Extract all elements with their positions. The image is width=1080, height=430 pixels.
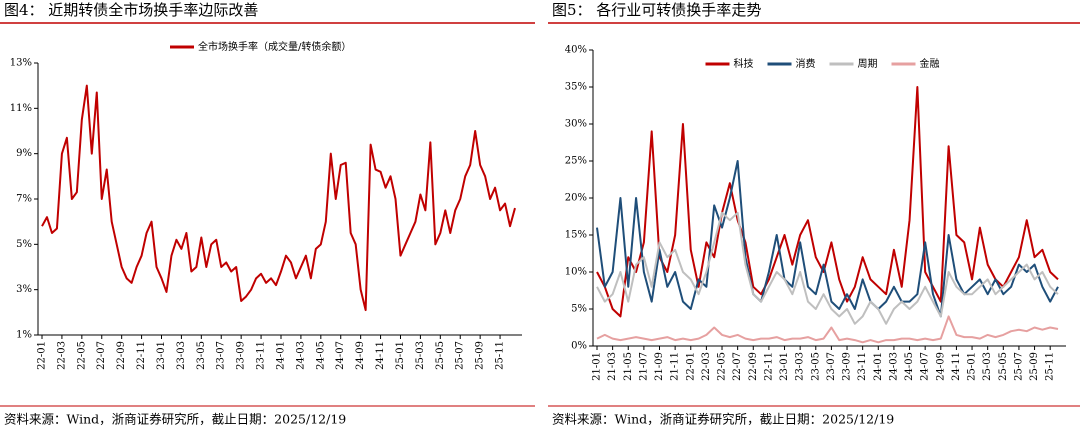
y-tick-label: 15% xyxy=(565,230,587,241)
x-tick-label: 25-09 xyxy=(475,341,486,370)
y-tick-label: 5% xyxy=(571,304,587,315)
x-tick-label: 24-05 xyxy=(315,341,326,370)
y-tick-label: 25% xyxy=(565,156,587,167)
y-tick-label: 30% xyxy=(565,119,587,130)
series-line xyxy=(596,86,1059,318)
x-tick-label: 24-11 xyxy=(375,341,386,370)
x-tick-label: 25-01 xyxy=(395,341,406,370)
x-tick-label: 25-11 xyxy=(495,341,506,370)
x-tick-label: 25-11 xyxy=(1045,352,1056,381)
x-tick-label: 21-03 xyxy=(607,352,618,381)
x-tick-label: 22-01 xyxy=(685,352,696,381)
x-tick-label: 23-05 xyxy=(196,341,207,370)
legend-label: 周期 xyxy=(858,58,878,70)
x-tick-label: 23-09 xyxy=(842,352,853,381)
x-tick-label: 22-03 xyxy=(56,341,67,370)
source-note: 资料来源：Wind，浙商证券研究所，截止日期：2025/12/19 xyxy=(552,412,894,427)
x-tick-label: 22-01 xyxy=(37,341,48,370)
x-tick-label: 24-07 xyxy=(920,352,931,381)
x-tick-label: 24-01 xyxy=(873,352,884,381)
source-note: 资料来源：Wind，浙商证券研究所，截止日期：2025/12/19 xyxy=(4,412,346,427)
chart-title: 图4： 近期转债全市场换手率边际改善 xyxy=(4,1,258,19)
chart-title: 图5： 各行业可转债换手率走势 xyxy=(552,1,761,19)
x-tick-label: 24-03 xyxy=(888,352,899,381)
x-tick-label: 23-11 xyxy=(256,341,267,370)
x-tick-label: 24-09 xyxy=(935,352,946,381)
y-tick-label: 0% xyxy=(571,341,587,352)
y-tick-label: 13% xyxy=(10,58,32,69)
legend-label: 科技 xyxy=(734,57,754,70)
x-tick-label: 25-03 xyxy=(415,341,426,370)
x-tick-label: 22-03 xyxy=(701,352,712,381)
series-line xyxy=(596,160,1059,318)
x-tick-label: 23-05 xyxy=(810,352,821,381)
y-tick-label: 40% xyxy=(565,45,587,56)
x-tick-label: 24-01 xyxy=(275,341,286,370)
x-tick-label: 22-11 xyxy=(763,352,774,381)
x-tick-label: 25-05 xyxy=(435,341,446,370)
x-tick-label: 21-01 xyxy=(592,352,603,381)
x-tick-label: 25-07 xyxy=(1013,352,1024,381)
x-tick-label: 21-05 xyxy=(623,352,634,381)
x-tick-label: 23-03 xyxy=(176,341,187,370)
y-tick-label: 11% xyxy=(10,103,32,114)
y-tick-label: 10% xyxy=(565,267,587,278)
x-tick-label: 25-09 xyxy=(1029,352,1040,381)
y-tick-label: 7% xyxy=(16,194,32,205)
legend-label: 消费 xyxy=(796,57,816,70)
x-tick-label: 22-05 xyxy=(717,352,728,381)
x-tick-label: 23-01 xyxy=(779,352,790,381)
x-tick-label: 24-05 xyxy=(904,352,915,381)
y-tick-label: 9% xyxy=(16,148,32,159)
x-tick-label: 22-07 xyxy=(732,352,743,381)
x-tick-label: 23-01 xyxy=(156,341,167,370)
y-tick-label: 3% xyxy=(16,284,32,295)
series-line xyxy=(596,211,1059,325)
y-tick-label: 20% xyxy=(565,193,587,204)
series-line xyxy=(41,84,516,312)
x-tick-label: 21-07 xyxy=(638,352,649,381)
x-tick-label: 22-09 xyxy=(116,341,127,370)
x-tick-label: 24-09 xyxy=(355,341,366,370)
x-tick-label: 23-07 xyxy=(826,352,837,381)
x-tick-label: 23-07 xyxy=(216,341,227,370)
x-tick-label: 21-11 xyxy=(670,352,681,381)
x-tick-label: 22-05 xyxy=(76,341,87,370)
x-tick-label: 21-09 xyxy=(654,352,665,381)
x-tick-label: 25-05 xyxy=(998,352,1009,381)
y-tick-label: 35% xyxy=(565,82,587,93)
y-tick-label: 1% xyxy=(16,330,32,341)
x-tick-label: 24-11 xyxy=(951,352,962,381)
y-tick-label: 5% xyxy=(16,239,32,250)
x-tick-label: 24-07 xyxy=(335,341,346,370)
x-tick-label: 24-03 xyxy=(295,341,306,370)
x-tick-label: 25-01 xyxy=(967,352,978,381)
x-tick-label: 25-07 xyxy=(455,341,466,370)
x-tick-label: 22-11 xyxy=(136,341,147,370)
x-tick-label: 25-03 xyxy=(982,352,993,381)
legend-label: 全市场换手率（成交量/转债余额） xyxy=(198,40,351,53)
series-line xyxy=(596,315,1059,344)
x-tick-label: 23-03 xyxy=(795,352,806,381)
x-tick-label: 23-11 xyxy=(857,352,868,381)
x-tick-label: 22-09 xyxy=(748,352,759,381)
legend-label: 金融 xyxy=(920,57,940,70)
x-tick-label: 22-07 xyxy=(96,341,107,370)
x-tick-label: 23-09 xyxy=(236,341,247,370)
